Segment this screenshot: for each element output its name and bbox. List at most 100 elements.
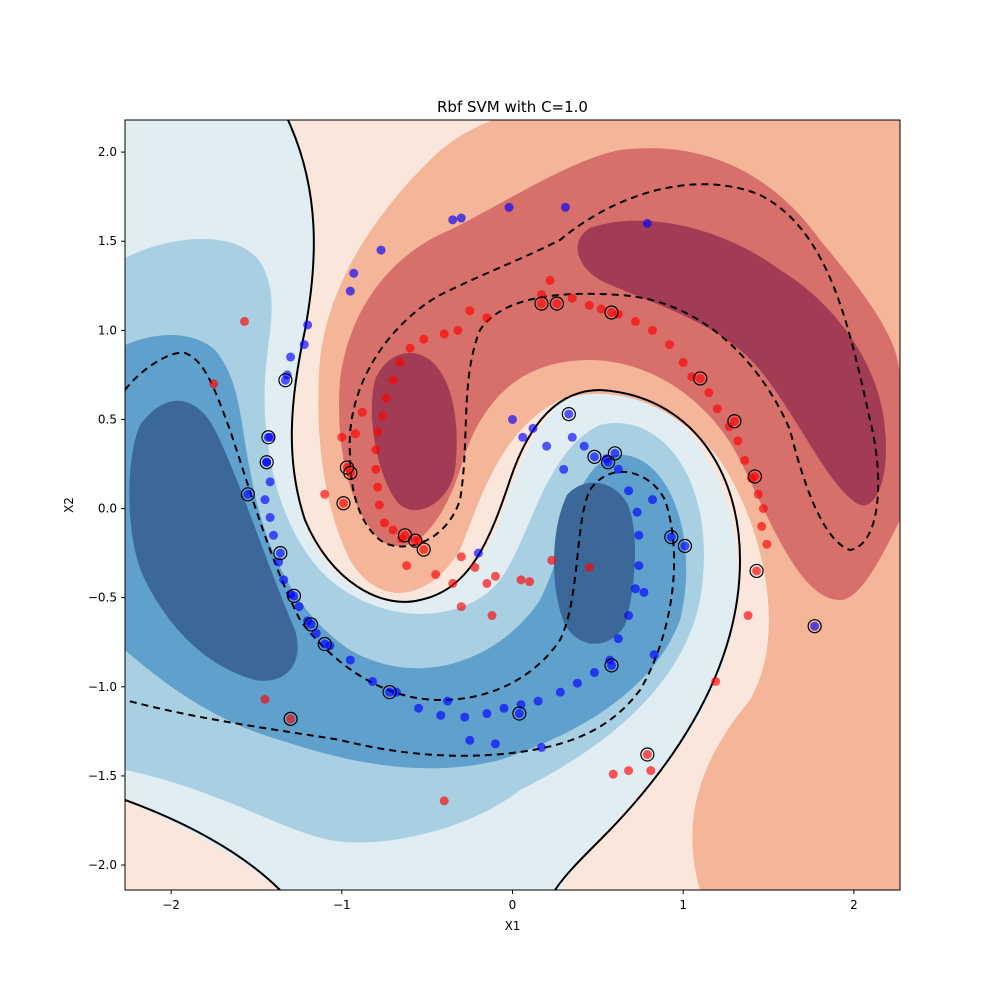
red-class-point bbox=[373, 482, 383, 492]
red-class-point bbox=[482, 313, 492, 323]
red-class-point bbox=[743, 611, 753, 621]
blue-class-point bbox=[613, 634, 623, 644]
chart-title: Rbf SVM with C=1.0 bbox=[437, 98, 588, 116]
blue-class-point bbox=[456, 213, 466, 223]
blue-region-level-4b bbox=[553, 482, 636, 644]
support-vector-ring bbox=[600, 455, 616, 470]
support-vector-ring bbox=[747, 469, 763, 484]
support-vector-ring bbox=[273, 546, 288, 561]
red-class-point bbox=[410, 536, 420, 546]
support-vector-ring bbox=[317, 636, 332, 652]
red-class-point bbox=[704, 388, 714, 398]
blue-class-point bbox=[579, 441, 589, 451]
blue-class-point bbox=[262, 457, 272, 467]
red-class-point bbox=[379, 518, 389, 528]
support-vector-ring bbox=[807, 619, 822, 634]
red-class-point bbox=[608, 769, 618, 779]
support-vector-ring bbox=[749, 563, 764, 579]
blue-class-point bbox=[465, 735, 475, 745]
red-class-point bbox=[567, 293, 577, 303]
y-tick-label: 1.0 bbox=[98, 323, 117, 337]
blue-class-point bbox=[528, 423, 538, 433]
y-tick-label: −1.5 bbox=[88, 769, 117, 783]
blue-class-point bbox=[572, 678, 582, 688]
red-class-point bbox=[431, 570, 441, 580]
red-class-point bbox=[260, 694, 270, 704]
red-class-point bbox=[419, 334, 429, 344]
blue-class-point bbox=[499, 703, 509, 713]
red-class-point bbox=[453, 325, 463, 335]
blue-class-point bbox=[280, 375, 290, 385]
y-axis-label: X2 bbox=[62, 497, 76, 513]
red-class-point bbox=[596, 304, 606, 314]
blue-class-point bbox=[269, 530, 279, 540]
decision-boundary-upper bbox=[287, 120, 742, 890]
red-class-point bbox=[470, 562, 480, 572]
blue-class-point bbox=[349, 268, 359, 278]
y-tick-label: 2.0 bbox=[98, 145, 117, 159]
y-tick-label: −1.0 bbox=[88, 680, 117, 694]
red-class-point bbox=[646, 766, 656, 776]
blue-class-point bbox=[303, 320, 313, 330]
red-class-point bbox=[545, 275, 555, 285]
red-class-point bbox=[395, 357, 405, 367]
blue-region-level-4a bbox=[129, 400, 298, 681]
y-tick-label: −0.5 bbox=[88, 591, 117, 605]
red-class-point bbox=[630, 316, 640, 326]
blue-class-point bbox=[642, 218, 652, 228]
support-vector-ring bbox=[512, 706, 527, 721]
decision-boundary-lower-left bbox=[125, 799, 281, 890]
blue-region-bottom-left bbox=[125, 802, 280, 890]
blue-class-point bbox=[647, 495, 657, 505]
blue-class-point bbox=[265, 477, 275, 487]
red-class-point bbox=[357, 407, 367, 417]
support-vector-ring bbox=[604, 305, 619, 320]
blue-class-point bbox=[265, 512, 275, 522]
margin-minus-one-outer bbox=[125, 351, 676, 757]
red-class-point bbox=[337, 432, 347, 442]
support-vector-ring bbox=[261, 430, 276, 445]
blue-class-point bbox=[385, 687, 395, 697]
support-vector-ring bbox=[408, 533, 423, 548]
red-class-point bbox=[388, 525, 398, 535]
red-region-level-3b bbox=[371, 352, 457, 511]
red-class-point bbox=[490, 571, 500, 581]
blue-class-point bbox=[414, 703, 424, 713]
blue-class-point bbox=[610, 448, 620, 458]
red-class-point bbox=[607, 308, 617, 317]
decision-contours bbox=[125, 120, 880, 890]
support-vector-ring bbox=[587, 449, 602, 464]
x-tick-label: 1 bbox=[679, 898, 687, 912]
blue-class-point bbox=[666, 532, 676, 542]
blue-class-point bbox=[286, 352, 296, 362]
red-class-point bbox=[642, 750, 652, 760]
support-vector-ring bbox=[336, 496, 351, 511]
blue-class-point bbox=[632, 507, 642, 517]
blue-class-point bbox=[630, 584, 640, 594]
red-class-point bbox=[516, 575, 526, 585]
x-tick-label: 0 bbox=[509, 898, 517, 912]
red-class-point bbox=[320, 489, 330, 499]
blue-class-point bbox=[279, 575, 289, 585]
blue-class-point bbox=[460, 712, 470, 722]
red-class-point bbox=[405, 343, 415, 353]
blue-class-point bbox=[567, 432, 577, 442]
support-vector-ring bbox=[259, 455, 274, 470]
red-class-point bbox=[695, 373, 705, 383]
blue-class-point bbox=[607, 660, 617, 670]
blue-class-point bbox=[289, 591, 299, 601]
blue-class-point bbox=[345, 655, 355, 665]
blue-class-point bbox=[299, 340, 309, 350]
red-class-point bbox=[552, 299, 562, 309]
red-class-point bbox=[525, 577, 535, 587]
red-class-point bbox=[678, 357, 688, 367]
blue-class-point bbox=[624, 486, 634, 496]
red-region-level-3a bbox=[577, 220, 886, 506]
blue-class-point bbox=[504, 202, 514, 212]
red-class-point bbox=[456, 602, 466, 612]
x-axis-ticks: −2 −1 0 1 2 bbox=[162, 890, 858, 912]
blue-class-point bbox=[639, 587, 649, 597]
support-vector-ring bbox=[549, 296, 564, 311]
blue-class-point bbox=[533, 696, 543, 706]
